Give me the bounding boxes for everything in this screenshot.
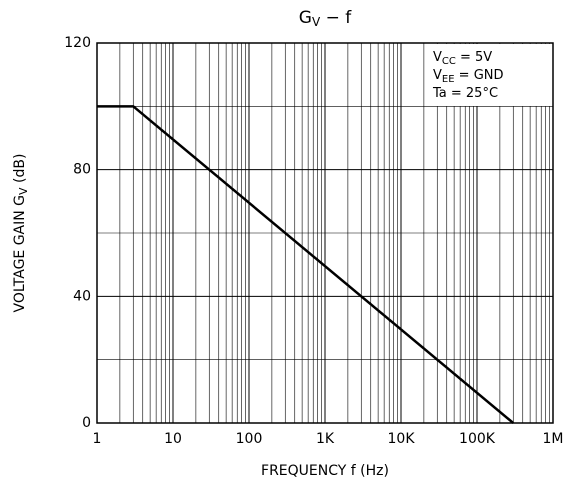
annotation-sub: CC (442, 56, 456, 67)
ylabel-rest: (dB) (12, 154, 28, 188)
x-tick-label: 1M (543, 431, 564, 447)
y-tick-label: 0 (82, 415, 91, 431)
y-tick-label: 120 (64, 35, 91, 51)
x-tick-label: 10K (388, 431, 416, 447)
x-axis-label: FREQUENCY f (Hz) (261, 463, 389, 479)
annotation-main: Ta = 25°C (432, 86, 498, 101)
annotation-sub: EE (442, 74, 455, 85)
y-axis-label: VOLTAGE GAIN GV (dB) (12, 154, 30, 313)
ylabel-sub: V (17, 187, 30, 195)
annotation: VEE = GND (433, 68, 504, 86)
x-tick-label: 1 (93, 431, 102, 447)
annotation-main: V (433, 50, 442, 65)
chart-title: GV − f (299, 8, 352, 29)
annotation-box (428, 44, 552, 106)
annotation-main: V (433, 68, 442, 83)
title-main: G (299, 8, 312, 28)
x-tick-label: 100K (459, 431, 496, 447)
ylabel-main: VOLTAGE GAIN G (12, 195, 28, 313)
y-tick-label: 40 (73, 288, 91, 304)
plot-frame (96, 42, 554, 424)
annotation: Ta = 25°C (432, 86, 498, 101)
y-tick-label: 80 (73, 162, 91, 178)
x-tick-label: 100 (236, 431, 263, 447)
title-rest: − f (320, 8, 352, 28)
annotation-rest: = GND (455, 68, 504, 83)
annotation: VCC = 5V (433, 50, 492, 68)
gain-line (97, 105, 515, 424)
x-tick-label: 10 (164, 431, 182, 447)
title-sub: V (312, 15, 321, 29)
x-tick-label: 1K (316, 431, 335, 447)
annotation-rest: = 5V (456, 50, 492, 65)
